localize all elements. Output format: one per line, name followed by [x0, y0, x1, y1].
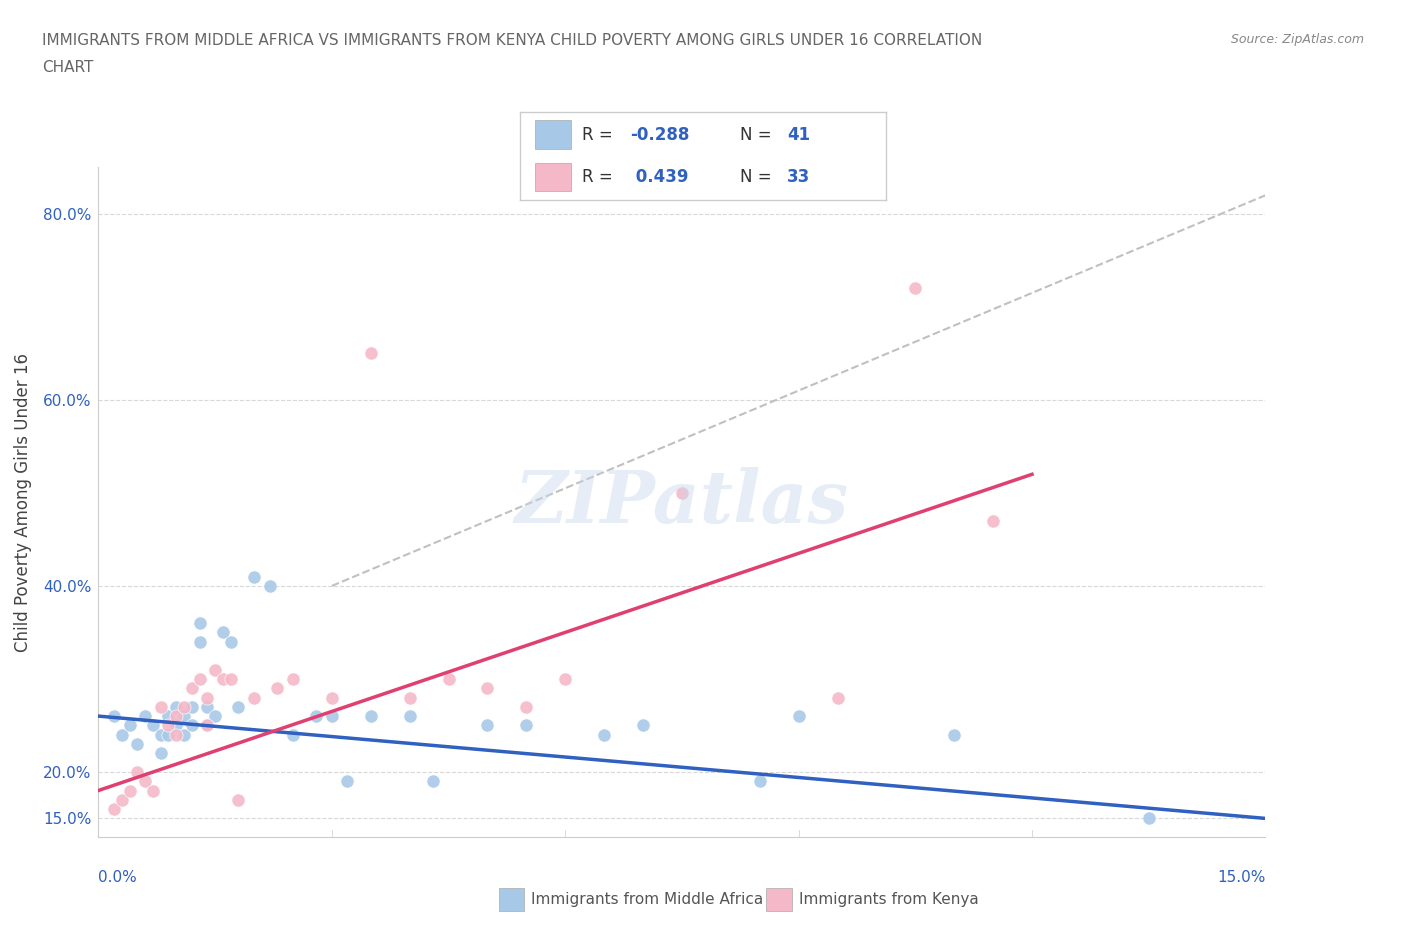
Point — [180, 718, 202, 733]
Point — [305, 709, 328, 724]
Point — [188, 671, 211, 686]
Point — [748, 774, 770, 789]
Point — [515, 699, 537, 714]
Point — [336, 774, 359, 789]
Point — [188, 634, 211, 649]
Text: 15.0%: 15.0% — [1218, 870, 1265, 884]
Point — [671, 485, 693, 500]
Point — [981, 513, 1004, 528]
Point — [204, 709, 226, 724]
Point — [180, 699, 202, 714]
Point — [149, 746, 172, 761]
Point — [111, 727, 134, 742]
Point — [157, 709, 180, 724]
Text: Source: ZipAtlas.com: Source: ZipAtlas.com — [1230, 33, 1364, 46]
Point — [631, 718, 654, 733]
Y-axis label: Child Poverty Among Girls Under 16: Child Poverty Among Girls Under 16 — [14, 352, 32, 652]
Point — [360, 709, 382, 724]
Point — [173, 709, 195, 724]
Point — [195, 718, 218, 733]
Bar — [534, 163, 571, 192]
Point — [515, 718, 537, 733]
Point — [943, 727, 966, 742]
Point — [142, 718, 165, 733]
Text: R =: R = — [582, 126, 619, 143]
Point — [127, 764, 149, 779]
Text: Immigrants from Kenya: Immigrants from Kenya — [799, 892, 979, 907]
Point — [195, 718, 218, 733]
Text: -0.288: -0.288 — [630, 126, 689, 143]
Point — [243, 690, 266, 705]
Text: 41: 41 — [787, 126, 810, 143]
Text: 0.0%: 0.0% — [98, 870, 138, 884]
Point — [142, 783, 165, 798]
Point — [134, 709, 156, 724]
Point — [437, 671, 460, 686]
Point — [195, 699, 218, 714]
Point — [111, 792, 134, 807]
Point — [477, 681, 499, 696]
Point — [103, 802, 125, 817]
Point — [165, 727, 187, 742]
Point — [173, 699, 195, 714]
Point — [149, 699, 172, 714]
Text: 33: 33 — [787, 168, 810, 186]
Text: Immigrants from Middle Africa: Immigrants from Middle Africa — [531, 892, 763, 907]
Point — [1137, 811, 1160, 826]
Point — [904, 281, 927, 296]
Point — [219, 634, 242, 649]
Point — [188, 616, 211, 631]
Text: CHART: CHART — [42, 60, 94, 75]
Point — [149, 727, 172, 742]
Text: 0.439: 0.439 — [630, 168, 689, 186]
Point — [134, 774, 156, 789]
Point — [157, 727, 180, 742]
Bar — [534, 120, 571, 149]
Point — [281, 727, 304, 742]
Text: R =: R = — [582, 168, 619, 186]
Point — [228, 699, 250, 714]
Point — [173, 727, 195, 742]
Point — [321, 690, 343, 705]
Point — [195, 690, 218, 705]
Point — [398, 709, 420, 724]
Point — [593, 727, 616, 742]
Text: N =: N = — [740, 168, 776, 186]
Point — [103, 709, 125, 724]
Point — [204, 662, 226, 677]
Point — [228, 792, 250, 807]
Point — [157, 718, 180, 733]
Point — [360, 346, 382, 361]
Point — [212, 625, 235, 640]
Point — [281, 671, 304, 686]
Point — [127, 737, 149, 751]
Point — [118, 783, 141, 798]
Point — [243, 569, 266, 584]
Point — [165, 718, 187, 733]
Point — [219, 671, 242, 686]
Text: ZIPatlas: ZIPatlas — [515, 467, 849, 538]
Point — [266, 681, 288, 696]
Point — [477, 718, 499, 733]
Point — [554, 671, 576, 686]
Point — [787, 709, 810, 724]
Point — [259, 578, 281, 593]
Point — [827, 690, 849, 705]
Point — [165, 699, 187, 714]
Point — [422, 774, 444, 789]
Point — [118, 718, 141, 733]
Point — [321, 709, 343, 724]
Point — [180, 681, 202, 696]
Text: IMMIGRANTS FROM MIDDLE AFRICA VS IMMIGRANTS FROM KENYA CHILD POVERTY AMONG GIRLS: IMMIGRANTS FROM MIDDLE AFRICA VS IMMIGRA… — [42, 33, 983, 47]
Point — [398, 690, 420, 705]
Point — [212, 671, 235, 686]
Text: N =: N = — [740, 126, 776, 143]
Point — [165, 709, 187, 724]
